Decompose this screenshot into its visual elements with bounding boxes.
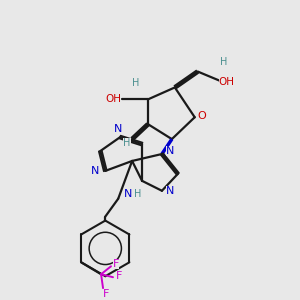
- Text: N: N: [114, 124, 122, 134]
- Text: H: H: [132, 79, 140, 88]
- Text: H: H: [124, 138, 131, 148]
- Text: OH: OH: [218, 77, 235, 88]
- Text: F: F: [113, 259, 119, 269]
- Text: N: N: [91, 166, 100, 176]
- Text: F: F: [103, 289, 109, 299]
- Text: F: F: [116, 271, 122, 281]
- Text: OH: OH: [105, 94, 121, 104]
- Text: O: O: [197, 111, 206, 121]
- Text: N: N: [166, 146, 174, 156]
- Text: H: H: [220, 57, 227, 67]
- Text: N: N: [166, 186, 174, 196]
- Text: H: H: [134, 189, 142, 199]
- Text: N: N: [124, 189, 132, 199]
